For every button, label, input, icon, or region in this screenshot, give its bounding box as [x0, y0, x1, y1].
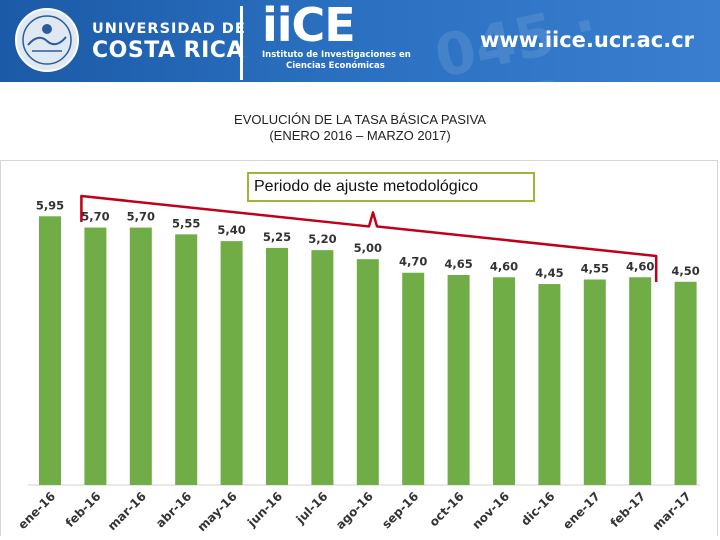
university-name-line1: UNIVERSIDAD DE [92, 21, 246, 37]
x-tick-may-16: may-16 [195, 489, 240, 534]
data-label-sep-16: 4,70 [399, 255, 427, 269]
data-label-nov-16: 4,60 [490, 259, 518, 273]
data-label-jul-16: 5,20 [308, 232, 336, 246]
bar-oct-16 [447, 275, 470, 485]
institute-logo: iiCE [262, 0, 356, 52]
bar-mar-16 [129, 227, 152, 486]
bar-jul-16 [311, 250, 334, 485]
bar-ene-16 [39, 216, 61, 485]
bar-nov-16 [493, 277, 515, 485]
header-divider [240, 6, 243, 80]
data-label-jun-16: 5,25 [263, 230, 291, 244]
bar-may-16 [220, 241, 243, 485]
university-name-line2: COSTA RICA [92, 37, 244, 63]
data-label-mar-17: 4,50 [671, 264, 699, 278]
bar-ene-17 [583, 279, 606, 485]
university-seal-icon [15, 8, 79, 72]
x-tick-nov-16: nov-16 [469, 489, 512, 532]
website-url[interactable]: www.iice.ucr.ac.cr [480, 28, 695, 52]
x-tick-mar-16: mar-16 [105, 489, 149, 533]
data-label-feb-17: 4,60 [626, 259, 654, 273]
data-label-abr-16: 5,55 [172, 216, 200, 230]
institute-name-line1: Instituto de Investigaciones en [262, 50, 411, 60]
x-tick-abr-16: abr-16 [153, 489, 194, 530]
x-tick-jun-16: jun-16 [244, 489, 285, 530]
data-label-feb-16: 5,70 [81, 210, 109, 224]
university-name: UNIVERSIDAD DE COSTA RICA [92, 22, 246, 62]
adjustment-period-bracket [80, 194, 658, 282]
bar-mar-17 [674, 281, 697, 485]
data-label-oct-16: 4,65 [444, 257, 472, 271]
x-tick-mar-17: mar-17 [650, 489, 694, 533]
x-tick-feb-17: feb-17 [608, 489, 649, 530]
chart-title-line1: EVOLUCIÓN DE LA TASA BÁSICA PASIVA [234, 112, 486, 127]
x-tick-jul-16: jul-16 [293, 489, 331, 527]
data-label-mar-16: 5,70 [127, 210, 155, 224]
data-label-may-16: 5,40 [217, 223, 245, 237]
institute-name: Instituto de Investigaciones en Ciencias… [262, 50, 411, 73]
x-tick-ago-16: ago-16 [333, 489, 376, 532]
bar-jun-16 [266, 247, 288, 485]
chart-frame [0, 160, 718, 536]
bar-feb-16 [84, 227, 107, 486]
header-banner: 045 · 652 UNIVERSIDAD DE COSTA RICA iiCE… [0, 0, 720, 82]
data-label-dic-16: 4,45 [535, 266, 563, 280]
bar-feb-17 [629, 277, 652, 485]
x-tick-ene-17: ene-17 [560, 489, 603, 532]
x-tick-oct-16: oct-16 [427, 489, 467, 529]
x-tick-ene-16: ene-16 [15, 489, 58, 532]
chart-title: EVOLUCIÓN DE LA TASA BÁSICA PASIVA (ENER… [0, 112, 720, 145]
institute-name-line2: Ciencias Económicas [286, 61, 385, 72]
bar-abr-16 [175, 234, 198, 485]
x-tick-dic-16: dic-16 [518, 489, 557, 528]
bar-dic-16 [538, 284, 561, 485]
bar-ago-16 [356, 259, 379, 485]
data-label-ago-16: 5,00 [354, 241, 382, 255]
bar-sep-16 [402, 272, 425, 485]
adjustment-period-callout: Periodo de ajuste metodológico [247, 172, 535, 202]
x-tick-sep-16: sep-16 [379, 489, 421, 531]
data-label-ene-16: 5,95 [36, 198, 64, 212]
data-label-ene-17: 4,55 [581, 262, 609, 276]
x-tick-feb-16: feb-16 [63, 489, 104, 530]
chart-title-line2: (ENERO 2016 – MARZO 2017) [269, 128, 451, 144]
